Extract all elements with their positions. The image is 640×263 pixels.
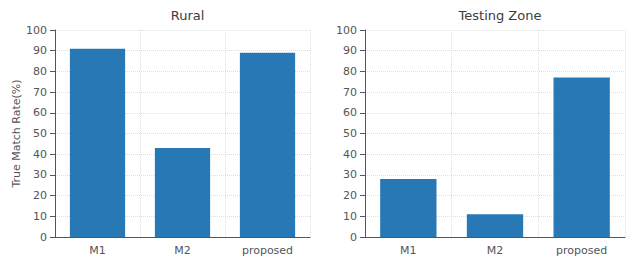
svg-text:30: 30: [343, 168, 357, 181]
svg-text:20: 20: [33, 189, 47, 202]
svg-text:40: 40: [33, 148, 47, 161]
svg-text:100: 100: [336, 24, 357, 37]
svg-text:M2: M2: [174, 244, 191, 257]
svg-text:M1: M1: [400, 244, 417, 257]
svg-text:90: 90: [343, 44, 357, 57]
svg-text:70: 70: [343, 86, 357, 99]
svg-text:60: 60: [343, 106, 357, 119]
svg-text:M2: M2: [487, 244, 504, 257]
svg-text:proposed: proposed: [242, 244, 293, 257]
svg-text:90: 90: [33, 44, 47, 57]
svg-text:0: 0: [40, 231, 47, 244]
svg-text:10: 10: [343, 210, 357, 223]
svg-text:Rural: Rural: [171, 8, 205, 23]
svg-text:True Match Rate(%): True Match Rate(%): [10, 79, 23, 188]
svg-text:M1: M1: [89, 244, 106, 257]
svg-text:Testing Zone: Testing Zone: [458, 8, 542, 23]
svg-text:100: 100: [26, 24, 47, 37]
svg-text:30: 30: [33, 168, 47, 181]
svg-text:80: 80: [33, 65, 47, 78]
svg-text:60: 60: [33, 106, 47, 119]
svg-text:40: 40: [343, 148, 357, 161]
svg-text:50: 50: [33, 127, 47, 140]
svg-text:0: 0: [350, 231, 357, 244]
svg-text:proposed: proposed: [556, 244, 607, 257]
svg-text:50: 50: [343, 127, 357, 140]
svg-text:20: 20: [343, 189, 357, 202]
svg-text:80: 80: [343, 65, 357, 78]
svg-text:70: 70: [33, 86, 47, 99]
svg-text:10: 10: [33, 210, 47, 223]
